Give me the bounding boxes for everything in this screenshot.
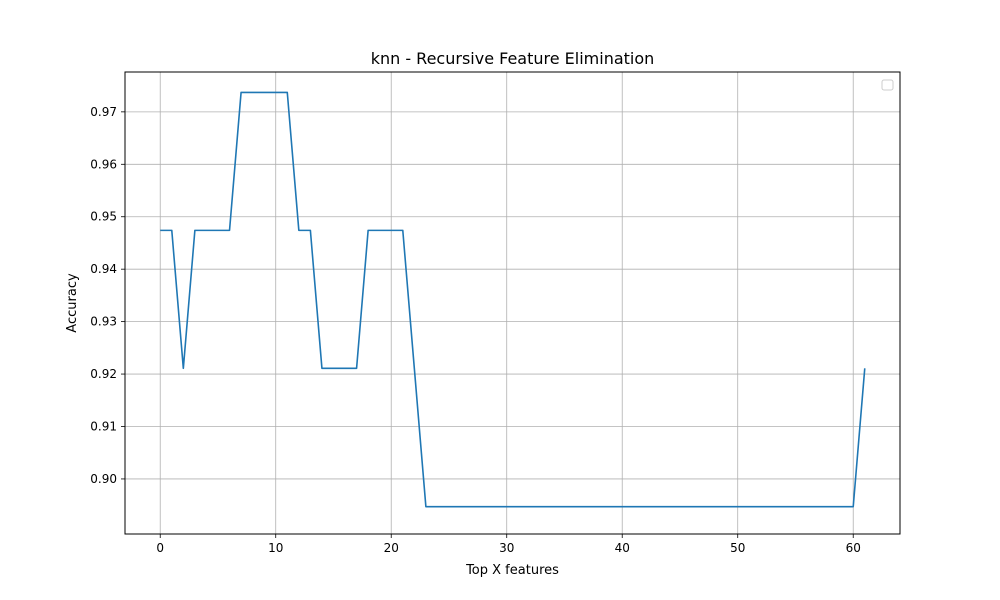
y-tick-label: 0.97 — [90, 105, 117, 119]
y-tick-label: 0.95 — [90, 210, 117, 224]
y-tick-label: 0.92 — [90, 367, 117, 381]
chart-title: knn - Recursive Feature Elimination — [371, 49, 655, 68]
axis-ticks: 0 10 20 30 40 50 60 0.90 0.91 0.92 0.93 0.94 0.95 0.9… — [90, 105, 861, 555]
x-tick-label: 60 — [846, 541, 861, 555]
y-tick-label: 0.90 — [90, 472, 117, 486]
plot-frame — [124, 71, 901, 535]
x-axis-label: Top X features — [465, 563, 559, 578]
x-tick-label: 10 — [268, 541, 283, 555]
x-tick-label: 50 — [730, 541, 745, 555]
x-tick-label: 30 — [499, 541, 514, 555]
x-tick-label: 40 — [615, 541, 630, 555]
x-tick-label: 20 — [384, 541, 399, 555]
accuracy-line — [160, 91, 866, 508]
x-tick-label: 0 — [156, 541, 164, 555]
y-axis-label: Accuracy — [65, 273, 80, 333]
legend-box — [881, 79, 894, 91]
y-tick-label: 0.93 — [90, 315, 117, 329]
y-tick-label: 0.91 — [90, 419, 117, 433]
series-layer — [160, 91, 866, 508]
y-tick-label: 0.96 — [90, 157, 117, 171]
grid — [125, 72, 900, 534]
y-tick-label: 0.94 — [90, 262, 117, 276]
